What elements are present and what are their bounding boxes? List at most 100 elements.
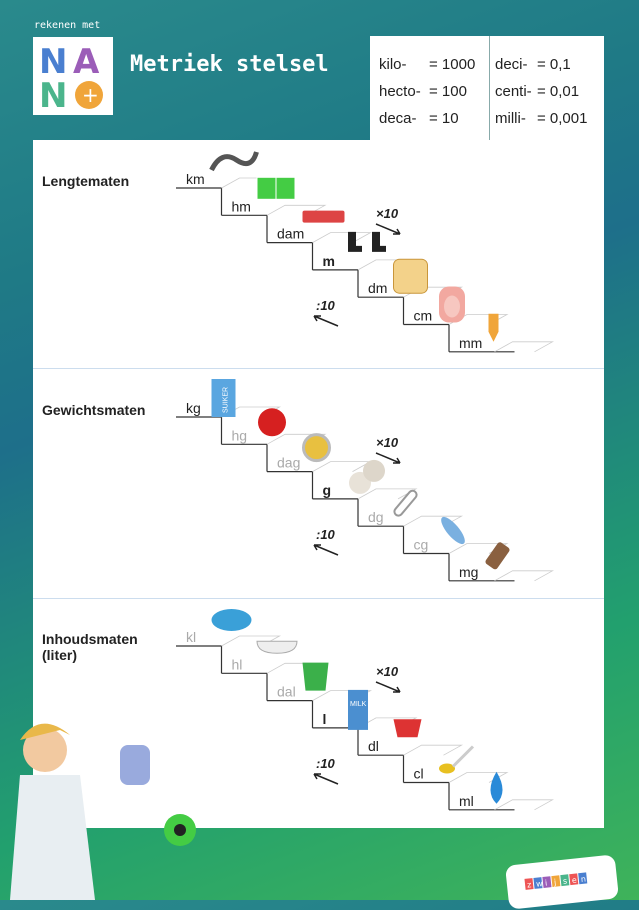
content-panel: Lengtematen km hm dam m dm cm mm ×10:10 Gewichtsm… (33, 140, 604, 828)
multiply-by-10-indicator: ×10 (375, 435, 401, 464)
multiply-label: ×10 (376, 435, 399, 450)
cup-icon (393, 719, 422, 738)
step-ml: ml (449, 771, 555, 811)
step-km: km (176, 151, 282, 216)
unit-label: dam (277, 226, 304, 242)
svg-text:j: j (553, 878, 557, 887)
svg-text:s: s (562, 876, 567, 885)
prefix-name: centi- (495, 83, 532, 100)
divide-label: :10 (316, 756, 336, 771)
milk-carton-icon: MILK (348, 689, 368, 730)
unit-label: cg (414, 537, 429, 553)
unit-label: cm (414, 308, 433, 324)
svg-text:N: N (39, 42, 67, 82)
prefix-row: deci- = 0,1 (495, 56, 587, 83)
multiply-label: ×10 (376, 206, 399, 221)
arrow-up-left-icon (313, 773, 339, 785)
footsteps-icon (348, 231, 386, 252)
prefix-value: = 1000 (429, 56, 476, 73)
svg-text:z: z (527, 880, 532, 889)
bus-icon (302, 210, 345, 223)
unit-label: hg (232, 427, 248, 443)
step-cg: cg (403, 516, 509, 581)
step-cm: cm (403, 286, 509, 352)
prefix-name: deci- (495, 56, 528, 73)
unit-label: dag (277, 455, 300, 471)
page-title: Metriek stelsel (130, 52, 329, 77)
section-lengtematen: Lengtematen km hm dam m dm cm mm ×10:10 (33, 140, 604, 368)
step-kg: kg SUIKER (176, 379, 282, 445)
step-cl: cl (403, 745, 509, 810)
nano-logo: N A N + (33, 37, 113, 115)
step-dg: dg (358, 489, 464, 554)
section-title: Inhoudsmaten (liter) (42, 631, 138, 663)
multiply-label: ×10 (376, 664, 399, 679)
divide-by-10-indicator: :10 (313, 298, 339, 327)
prefix-row: centi- = 0,01 (495, 83, 587, 110)
prefix-table: kilo- = 1000 hecto- = 100 deca- = 10 deci- = 0… (370, 36, 604, 142)
multiply-by-10-indicator: ×10 (375, 206, 401, 235)
unit-label: dl (368, 738, 379, 754)
drop-icon (490, 771, 503, 804)
apple-icon (258, 408, 286, 437)
step-dl: dl (358, 719, 464, 783)
step-mg: mg (449, 542, 555, 582)
unit-label: kg (186, 400, 201, 416)
unit-label: mg (459, 564, 478, 580)
prefix-row: kilo- = 1000 (379, 56, 475, 83)
step-mm: mm (449, 313, 555, 353)
divide-by-10-indicator: :10 (313, 527, 339, 556)
tablets-icon (349, 459, 385, 494)
unit-label: l (323, 711, 327, 727)
arrow-down-right-icon (375, 452, 401, 464)
divide-label: :10 (316, 527, 336, 542)
step-hm: hm (221, 176, 327, 243)
unit-label: ml (459, 793, 474, 809)
prefix-value: = 10 (429, 110, 459, 127)
divide-by-10-indicator: :10 (313, 756, 339, 785)
paperclip-icon (393, 489, 418, 517)
svg-text:i: i (545, 879, 548, 888)
svg-text:SUIKER: SUIKER (223, 387, 230, 413)
unit-label: km (186, 171, 205, 187)
pencil-tip-icon (488, 313, 499, 342)
prefix-name: milli- (495, 110, 526, 127)
pool-icon (211, 609, 252, 631)
svg-text:+: + (82, 83, 99, 107)
svg-text:N: N (39, 76, 67, 115)
coin-icon (302, 433, 331, 463)
salt-icon (485, 542, 510, 570)
prefix-row: milli- = 0,001 (495, 110, 587, 137)
prefix-row: deca- = 10 (379, 110, 475, 137)
prefix-name: kilo- (379, 56, 407, 73)
unit-label: kl (186, 629, 196, 645)
svg-text:n: n (580, 875, 586, 884)
unit-label: m (323, 253, 335, 269)
unit-label: hm (232, 198, 251, 214)
step-g: g (312, 459, 418, 527)
step-l: l MILK (312, 689, 418, 756)
multiply-by-10-indicator: ×10 (375, 664, 401, 693)
divide-label: :10 (316, 298, 336, 313)
feather-icon (441, 516, 465, 545)
arrow-up-left-icon (313, 315, 339, 327)
unit-label: g (323, 482, 332, 498)
unit-label: hl (232, 656, 243, 672)
unit-label: dm (368, 280, 387, 296)
step-hg: hg (221, 408, 327, 472)
svg-text:w: w (536, 879, 544, 889)
prefix-value: = 0,1 (537, 56, 571, 73)
arrow-down-right-icon (375, 681, 401, 693)
prefix-row: hecto- = 100 (379, 83, 475, 110)
spoon-icon (439, 745, 475, 774)
unit-label: mm (459, 335, 482, 351)
section-gewichtsmaten: Gewichtsmaten kg SUIKER hg dag g dg cg mg ×10:10 (33, 368, 604, 598)
football-field-icon (256, 176, 296, 200)
divider (489, 36, 490, 140)
prefix-value: = 0,001 (537, 110, 588, 127)
fingernail-icon (439, 286, 465, 323)
step-dag: dag (267, 433, 373, 499)
unit-label: dg (368, 509, 384, 525)
prefix-value: = 100 (429, 83, 467, 100)
bucket-icon (302, 662, 329, 691)
